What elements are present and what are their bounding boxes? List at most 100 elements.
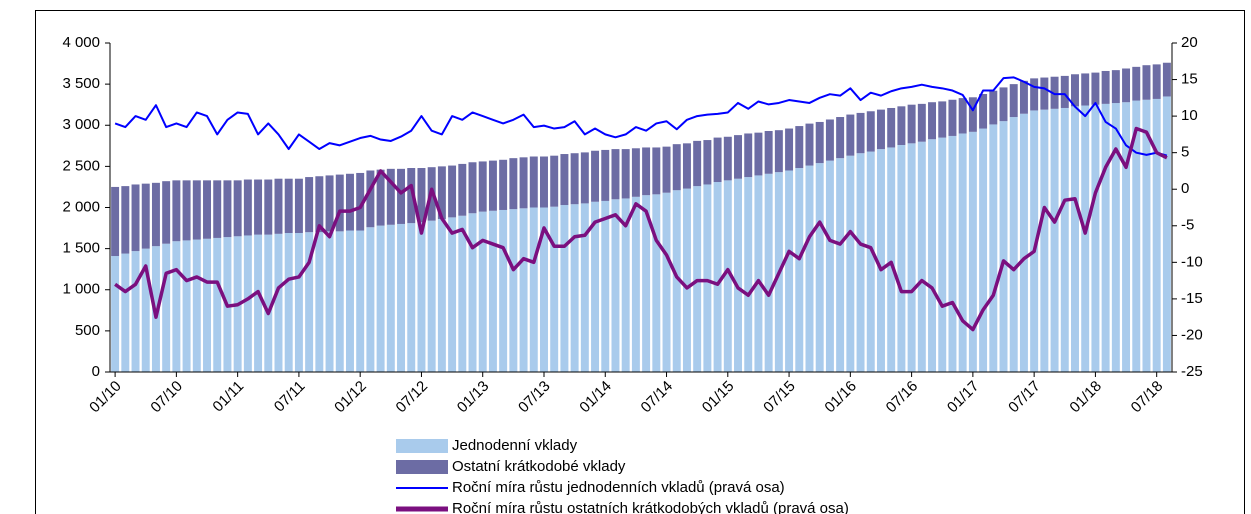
bar	[1009, 84, 1018, 118]
bar	[785, 128, 794, 171]
bar	[529, 156, 538, 208]
bar	[1162, 62, 1171, 97]
bar	[468, 162, 477, 214]
bar	[1019, 80, 1028, 114]
bar	[397, 223, 406, 372]
bar	[897, 106, 906, 145]
bar	[509, 209, 518, 372]
bar	[397, 168, 406, 224]
bar	[744, 177, 753, 372]
bar	[519, 157, 528, 209]
line-series	[114, 76, 1168, 157]
bar	[621, 198, 630, 372]
bar	[254, 234, 263, 372]
bar	[805, 165, 814, 372]
bar	[876, 109, 885, 150]
y2-tick-label: -25	[1181, 363, 1203, 380]
bar	[846, 114, 855, 156]
bar	[437, 166, 446, 220]
bar	[693, 140, 702, 187]
bar	[580, 203, 589, 372]
legend-label: Roční míra růstu jednodenních vkladů (pr…	[452, 479, 785, 496]
bar	[1050, 108, 1059, 373]
y2-tick-label: -15	[1181, 290, 1203, 307]
bar	[1030, 78, 1039, 111]
bar	[458, 163, 467, 216]
bar	[427, 220, 436, 372]
bar	[274, 233, 283, 372]
bar	[509, 158, 518, 210]
bar	[111, 186, 120, 257]
bar	[866, 151, 875, 372]
bar	[928, 102, 937, 140]
bar	[1111, 70, 1120, 104]
bar	[938, 101, 947, 138]
bar	[652, 194, 661, 372]
bar	[529, 207, 538, 372]
legend-label: Roční míra růstu ostatních krátkodobých …	[452, 500, 849, 514]
bar	[305, 232, 314, 372]
bar	[979, 128, 988, 372]
bar	[315, 232, 324, 372]
bar	[111, 256, 120, 372]
bar	[754, 132, 763, 176]
y2-tick-label: 10	[1181, 107, 1198, 124]
bar	[1101, 70, 1110, 104]
bar	[162, 243, 171, 372]
bar	[989, 124, 998, 373]
bar	[631, 148, 640, 197]
bar	[825, 160, 834, 372]
bar	[284, 232, 293, 372]
bar	[192, 239, 201, 372]
bar	[887, 147, 896, 372]
bar	[141, 248, 150, 372]
bar	[917, 141, 926, 372]
bar	[631, 196, 640, 372]
bar	[580, 152, 589, 204]
bar	[356, 172, 365, 231]
bar	[713, 182, 722, 372]
bar	[989, 90, 998, 125]
bar	[836, 117, 845, 159]
bar	[958, 133, 967, 372]
bar	[121, 186, 130, 254]
bar	[172, 180, 181, 242]
bar	[948, 135, 957, 372]
bar	[968, 131, 977, 372]
bar	[734, 178, 742, 372]
bar	[417, 222, 426, 372]
y-tick-label: 1 500	[62, 240, 100, 257]
bar	[1162, 96, 1171, 373]
bar	[723, 136, 732, 181]
bar	[948, 99, 957, 136]
bar	[1071, 74, 1079, 107]
bar	[213, 237, 222, 372]
bar	[1060, 107, 1069, 372]
bar	[1081, 73, 1090, 106]
bar	[1050, 76, 1059, 109]
bar	[601, 149, 610, 201]
y2-tick-label: -20	[1181, 326, 1203, 343]
bar	[182, 240, 191, 372]
bar	[1030, 110, 1039, 372]
bar	[478, 211, 487, 372]
bar	[805, 123, 814, 166]
y-tick-label: 2 500	[62, 157, 100, 174]
bar	[540, 156, 548, 208]
bar	[192, 180, 201, 240]
bar	[1132, 100, 1141, 372]
bar	[1122, 102, 1131, 372]
bar	[1142, 65, 1151, 100]
bar	[386, 168, 395, 225]
bar	[611, 149, 620, 200]
bar	[560, 205, 569, 372]
bar	[233, 180, 242, 237]
bar	[243, 235, 252, 372]
y-tick-label: 4 000	[62, 34, 100, 51]
bar	[499, 159, 508, 210]
bar	[876, 149, 885, 372]
bar	[550, 155, 559, 207]
bar	[611, 199, 620, 372]
y-tick-label: 500	[75, 322, 100, 339]
bar	[672, 144, 681, 191]
